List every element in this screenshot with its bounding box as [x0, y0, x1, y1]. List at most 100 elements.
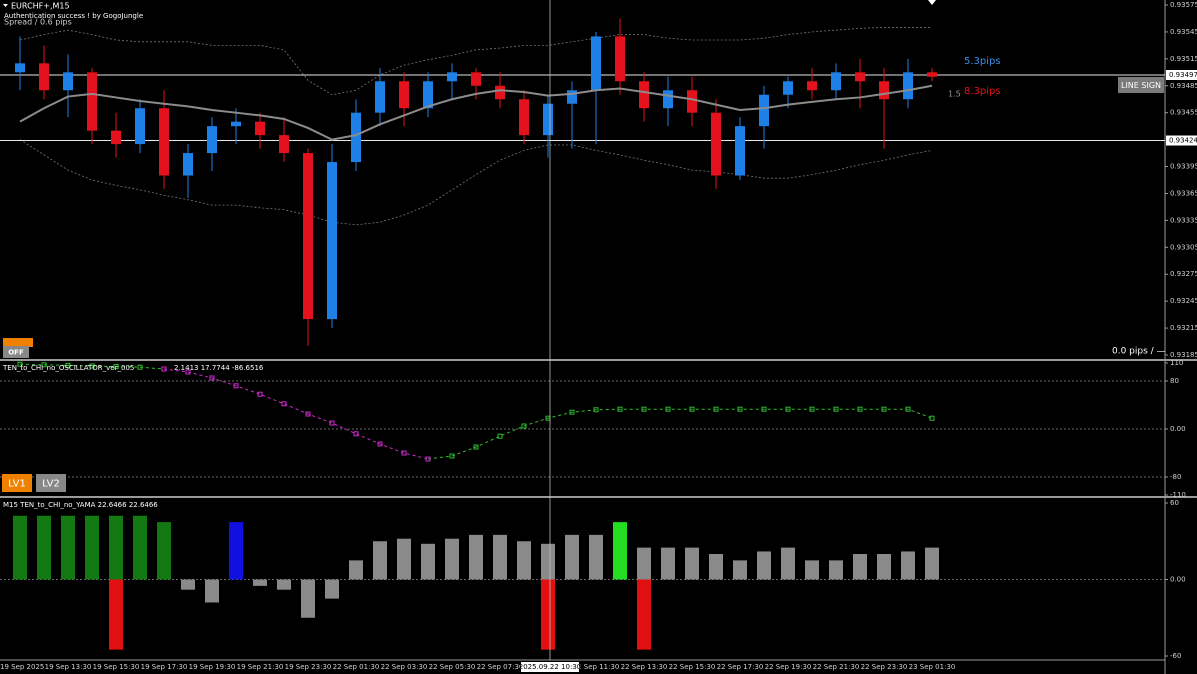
- ratio: 1.5: [948, 90, 961, 99]
- y-tick-label: 0.93335: [1170, 216, 1197, 224]
- y-tick-label: 80: [1170, 377, 1179, 385]
- y-tick-label: 0.93185: [1170, 351, 1197, 359]
- x-tick-label: 22 Sep 03:30: [381, 663, 428, 671]
- candle-body: [639, 81, 649, 109]
- y-tick-label: 0.00: [1170, 425, 1186, 433]
- oscillator-point: [41, 362, 47, 368]
- oscillator-point: [785, 406, 791, 412]
- histogram-bar: [181, 579, 195, 590]
- histogram-bar: [661, 547, 675, 580]
- candle-body: [591, 36, 601, 91]
- candle-body: [759, 94, 769, 127]
- histogram-bar: [685, 547, 699, 580]
- candle-body: [351, 112, 361, 163]
- candle-body: [663, 90, 673, 109]
- x-tick-label: 19 Sep 2025: [0, 663, 44, 671]
- candle-body: [111, 130, 121, 145]
- candle-body: [471, 72, 481, 86]
- oscillator-point: [905, 406, 911, 412]
- histogram-bar: [733, 560, 747, 580]
- histogram-bar: [109, 515, 123, 580]
- candle-body: [327, 162, 337, 320]
- candle-body: [903, 72, 913, 100]
- oscillator-point: [377, 441, 383, 447]
- x-tick-label: 19 Sep 15:30: [93, 663, 140, 671]
- pips-down: 8.3pips: [964, 86, 1001, 97]
- lv2-button[interactable]: LV2: [36, 474, 66, 492]
- button-label: LINE SIGN: [1121, 81, 1161, 90]
- histogram-bar: [61, 515, 75, 580]
- menu-arrow: [3, 4, 8, 7]
- candle-body: [135, 108, 145, 145]
- histogram-title: M15 TEN_to_CHI_no_YAMA 22.6466 22.6466: [3, 501, 158, 509]
- candle-body: [783, 81, 793, 95]
- oscillator-point: [617, 406, 623, 412]
- y-tick-label: 0.93215: [1170, 324, 1197, 332]
- histogram-bar: [781, 547, 795, 580]
- x-tick-label: 22 Sep 23:30: [861, 663, 908, 671]
- y-tick-label: 0.93395: [1170, 163, 1197, 171]
- line-sign-button[interactable]: LINE SIGN: [1118, 77, 1164, 93]
- button-bg: [36, 474, 66, 492]
- candle-body: [207, 126, 217, 154]
- candle-body: [855, 72, 865, 82]
- y-tick-label: 0.93305: [1170, 243, 1197, 251]
- button-bg: [3, 346, 29, 358]
- oscillator-point: [329, 420, 335, 426]
- y-tick-label: 0.93545: [1170, 28, 1197, 36]
- candle-body: [543, 103, 553, 136]
- symbol-title: EURCHF+,M15: [11, 2, 70, 11]
- histogram-bar: [349, 560, 363, 580]
- candle-body: [87, 72, 97, 131]
- oscillator-point: [857, 406, 863, 412]
- price-label: 0.93424: [1169, 137, 1197, 145]
- x-tick-label: 22 Sep 11:30: [573, 663, 620, 671]
- oscillator-line: [163, 368, 429, 460]
- oscillator-point: [737, 406, 743, 412]
- crosshair-label-bg: [521, 662, 579, 672]
- price-label-bg: [1166, 70, 1197, 80]
- oscillator-point: [305, 411, 311, 417]
- oscillator-point: [473, 444, 479, 450]
- pips-status: 0.0 pips / —: [1112, 347, 1166, 357]
- histogram-bar: [205, 579, 219, 603]
- histogram-bar: [133, 515, 147, 580]
- oscillator-point: [161, 366, 167, 372]
- histogram-bar: [277, 579, 291, 590]
- oscillator-point: [641, 406, 647, 412]
- oscillator-point: [65, 362, 71, 368]
- candle-body: [711, 112, 721, 176]
- price-label: 0.93497: [1169, 71, 1197, 79]
- histogram-bar: [709, 554, 723, 580]
- spread-info: Spread / 0.6 pips: [4, 18, 72, 27]
- oscillator-point: [929, 415, 935, 421]
- candle-body: [447, 72, 457, 82]
- lv1-button[interactable]: LV1: [2, 474, 32, 492]
- oscillator-point: [425, 456, 431, 462]
- candle-body: [495, 85, 505, 100]
- candle-body: [519, 99, 529, 136]
- histogram-bar: [637, 579, 651, 650]
- oscillator-point: [113, 364, 119, 370]
- oscillator-point: [761, 406, 767, 412]
- y-tick-label: -110: [1170, 491, 1186, 499]
- histogram-bar: [421, 543, 435, 580]
- button-label: LV1: [8, 479, 26, 490]
- candle-body: [279, 135, 289, 154]
- oscillator-point: [401, 450, 407, 456]
- lower-line: [19, 139, 933, 226]
- x-tick-label: 22 Sep 17:30: [717, 663, 764, 671]
- histogram-bar: [805, 560, 819, 580]
- y-tick-label: 0.93575: [1170, 1, 1197, 9]
- ma-line: [19, 84, 933, 141]
- off-button[interactable]: OFF: [3, 346, 29, 358]
- x-tick-label: 22 Sep 13:30: [621, 663, 668, 671]
- button-bg: [1118, 77, 1164, 93]
- y-tick-label: 0.93455: [1170, 109, 1197, 117]
- oscillator-point: [449, 453, 455, 459]
- y-tick-label: 0.93485: [1170, 82, 1197, 90]
- candle-body: [735, 126, 745, 176]
- histogram-bar: [85, 515, 99, 580]
- histogram-bar: [541, 579, 555, 650]
